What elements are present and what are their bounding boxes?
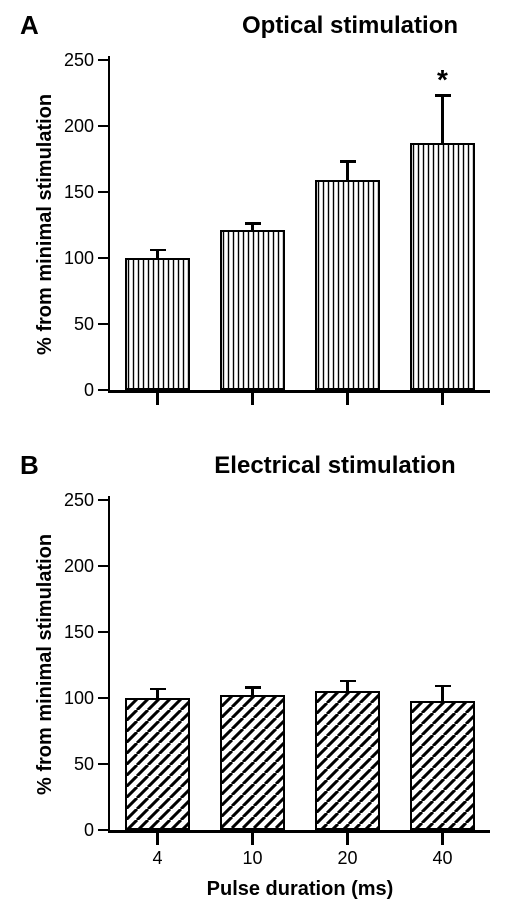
error-cap: [435, 685, 451, 688]
y-axis: [108, 56, 111, 390]
bar: [220, 230, 285, 390]
x-tick: [346, 393, 349, 405]
y-tick: [98, 499, 108, 502]
y-tick: [98, 257, 108, 260]
y-tick: [98, 191, 108, 194]
error-bar: [156, 689, 159, 698]
bar: [410, 701, 475, 830]
x-tick: [346, 833, 349, 845]
error-bar: [441, 96, 444, 144]
y-tick-label: 250: [44, 490, 94, 511]
x-tick-label: 4: [128, 848, 188, 869]
bar: [220, 695, 285, 830]
panel-b-title: Electrical stimulation: [175, 452, 495, 480]
x-tick: [251, 393, 254, 405]
bar: [315, 180, 380, 390]
bar: [125, 698, 190, 830]
error-cap: [245, 222, 261, 225]
x-tick-label: 20: [318, 848, 378, 869]
panel-a-title: Optical stimulation: [200, 12, 500, 40]
y-tick: [98, 323, 108, 326]
x-tick: [441, 833, 444, 845]
y-axis: [108, 496, 111, 830]
panel-a-letter: A: [20, 10, 39, 41]
x-axis-label: Pulse duration (ms): [110, 878, 490, 901]
y-tick: [98, 389, 108, 392]
x-tick: [156, 393, 159, 405]
error-cap: [150, 249, 166, 252]
significance-mark: *: [423, 64, 463, 96]
x-tick: [156, 833, 159, 845]
bar: [125, 258, 190, 390]
error-bar: [441, 686, 444, 701]
panel-b-plot: 050100150200250 4 10 20 40: [110, 500, 490, 830]
x-axis: [108, 390, 491, 393]
error-cap: [340, 160, 356, 163]
panel-b-ylabel: % from minimal stimulation: [34, 534, 57, 795]
bar: [410, 143, 475, 390]
panel-a-plot: 050100150200250*: [110, 60, 490, 390]
y-tick: [98, 59, 108, 62]
x-axis: [108, 830, 491, 833]
bar: [315, 691, 380, 830]
y-tick-label: 0: [44, 380, 94, 401]
x-tick: [441, 393, 444, 405]
y-tick-label: 0: [44, 820, 94, 841]
error-cap: [340, 680, 356, 683]
error-bar: [346, 162, 349, 180]
error-bar: [346, 681, 349, 692]
panel-a-ylabel: % from minimal stimulation: [34, 94, 57, 355]
y-tick: [98, 565, 108, 568]
x-tick: [251, 833, 254, 845]
error-cap: [150, 688, 166, 691]
y-tick: [98, 829, 108, 832]
panel-b: B Electrical stimulation 050100150200250…: [0, 440, 529, 900]
x-tick-label: 10: [223, 848, 283, 869]
x-tick-label: 40: [413, 848, 473, 869]
panel-a: A Optical stimulation 050100150200250* %…: [0, 0, 529, 440]
y-tick: [98, 697, 108, 700]
y-tick-label: 250: [44, 50, 94, 71]
figure: A Optical stimulation 050100150200250* %…: [0, 0, 529, 899]
y-tick: [98, 763, 108, 766]
error-cap: [245, 686, 261, 689]
y-tick: [98, 125, 108, 128]
panel-b-letter: B: [20, 450, 39, 481]
y-tick: [98, 631, 108, 634]
